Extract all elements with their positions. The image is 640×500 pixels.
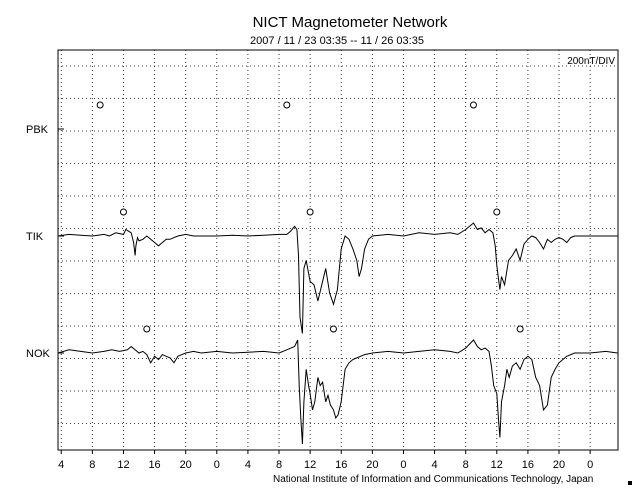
chart-title: NICT Magnetometer Network [253,14,448,31]
x-tick-label: 8 [276,459,282,471]
x-tick-label: 16 [148,459,160,471]
x-tick-label: 0 [587,459,593,471]
x-tick-label: 12 [304,459,316,471]
x-tick-label: 12 [117,459,129,471]
x-tick-label: 8 [463,459,469,471]
corner-mark [628,481,632,485]
x-tick-label: 8 [89,459,95,471]
grid-lines [58,50,618,450]
x-tick-label: 0 [400,459,406,471]
plot-frame [57,49,619,451]
x-tick-label: 4 [58,459,64,471]
midnight-marker [516,325,524,333]
x-axis-ticks: 4 8 12 16 20 0 4 8 12 16 20 0 4 8 12 16 20 0 [58,450,593,471]
x-tick-label: 20 [366,459,378,471]
midnight-marker [96,101,104,109]
x-tick-label: 4 [432,459,438,471]
x-tick-label: 4 [245,459,251,471]
midnight-marker [119,208,127,216]
midnight-marker [329,325,337,333]
x-tick-label: 16 [335,459,347,471]
midnight-markers [96,101,524,333]
midnight-marker [283,101,291,109]
x-tick-label: 20 [180,459,192,471]
station-labels: PBK TIK NOK [26,124,64,360]
midnight-marker [469,101,477,109]
station-label-nok: NOK [26,348,51,360]
x-tick-label: 0 [214,459,220,471]
x-tick-label: 12 [491,459,503,471]
x-tick-label: 20 [553,459,565,471]
footer-credit: National Institute of Information and Co… [273,474,593,485]
trace-tik [58,222,618,334]
scale-label: 200nT/DIV [567,56,615,67]
chart-subtitle: 2007 / 11 / 23 03:35 -- 11 / 26 03:35 [250,35,424,47]
traces [57,222,618,445]
x-tick-label: 16 [522,459,534,471]
station-label-tik: TIK [26,231,44,243]
midnight-marker [306,208,314,216]
trace-nok [57,339,618,445]
midnight-marker [493,208,501,216]
midnight-marker [143,325,151,333]
station-label-pbk: PBK [26,124,49,136]
